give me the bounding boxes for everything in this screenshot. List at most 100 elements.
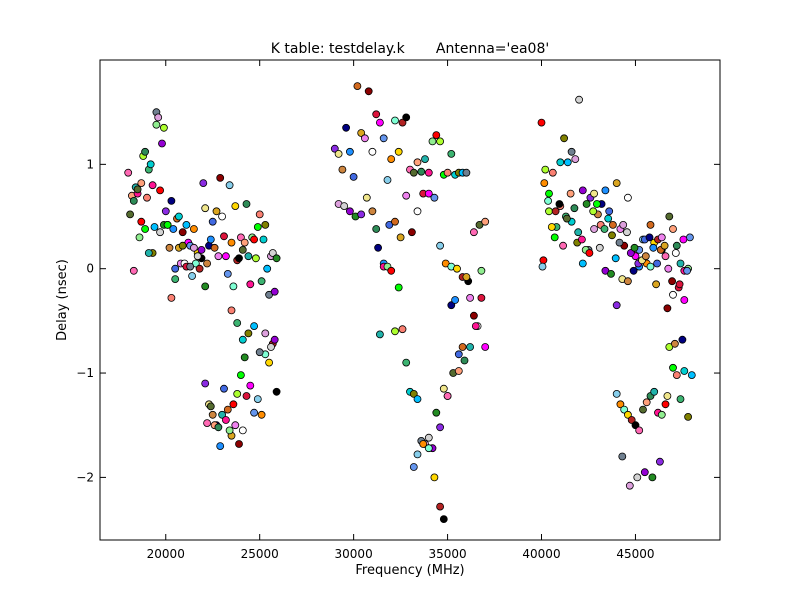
data-point <box>246 381 255 390</box>
data-point <box>244 329 253 338</box>
data-point <box>548 168 557 177</box>
data-point <box>342 123 351 132</box>
data-point <box>624 410 632 419</box>
data-point <box>272 254 281 263</box>
data-point <box>447 149 456 158</box>
data-point <box>537 118 546 127</box>
data-point <box>631 421 640 430</box>
data-point <box>436 137 445 146</box>
data-point <box>640 468 649 477</box>
data-point <box>240 238 249 247</box>
data-point <box>402 191 411 200</box>
data-point <box>443 168 452 177</box>
data-point <box>413 158 422 167</box>
data-point <box>244 252 253 261</box>
data-point <box>432 131 441 140</box>
data-point <box>171 264 180 273</box>
data-point <box>364 87 373 96</box>
data-point <box>178 241 187 250</box>
data-point <box>618 452 627 461</box>
data-point <box>566 189 575 198</box>
data-point <box>570 204 579 213</box>
y-tick-label: 1 <box>86 157 94 171</box>
data-point <box>353 82 362 90</box>
data-point <box>391 327 399 336</box>
data-point <box>360 134 369 143</box>
data-point <box>477 293 486 302</box>
plot-frame <box>99 59 721 541</box>
data-point <box>646 220 655 229</box>
data-point <box>159 123 168 132</box>
data-point <box>432 408 441 417</box>
data-point <box>362 193 371 202</box>
data-point <box>379 134 388 143</box>
data-point <box>156 228 165 237</box>
data-point <box>270 335 279 344</box>
data-point <box>676 259 685 268</box>
y-axis-label: Delay (nsec) <box>55 259 70 341</box>
data-point <box>372 225 381 233</box>
data-point <box>233 389 242 398</box>
data-point <box>208 217 217 226</box>
data-point <box>374 243 383 252</box>
y-axis-ticks: −2 −1 0 1 <box>76 157 720 484</box>
data-point <box>663 392 672 400</box>
data-point <box>419 440 428 448</box>
data-point <box>550 233 559 242</box>
data-point <box>394 147 403 156</box>
data-point <box>357 210 366 219</box>
data-point <box>417 167 426 176</box>
data-point <box>460 356 469 365</box>
data-point <box>545 189 553 198</box>
y-tick-label: −1 <box>76 366 94 380</box>
data-point <box>203 419 212 428</box>
data-point <box>678 335 687 344</box>
data-point <box>620 405 629 414</box>
x-tick-label: 20000 <box>147 547 185 561</box>
data-point <box>137 217 146 226</box>
data-point <box>671 249 680 257</box>
data-point <box>409 389 418 398</box>
data-point <box>214 423 223 432</box>
data-point <box>267 343 275 351</box>
data-point <box>660 241 669 250</box>
data-point <box>193 252 202 261</box>
data-point <box>261 220 270 229</box>
data-point <box>182 220 191 229</box>
data-point <box>582 200 591 208</box>
y-tick-label: −2 <box>76 470 94 484</box>
data-point <box>578 235 586 244</box>
data-point <box>625 481 634 490</box>
data-point <box>238 335 247 344</box>
data-point <box>220 384 228 393</box>
data-point <box>227 238 236 247</box>
data-point <box>409 168 418 177</box>
data-point <box>124 168 133 177</box>
data-point <box>624 193 632 202</box>
data-point <box>563 158 572 167</box>
data-point <box>679 235 688 244</box>
data-point <box>600 225 609 233</box>
data-point <box>375 118 384 127</box>
data-point <box>471 322 480 331</box>
data-point <box>368 147 377 156</box>
data-point <box>652 280 660 289</box>
data-point <box>218 410 227 419</box>
data-point <box>231 421 240 430</box>
data-point <box>240 353 249 362</box>
data-point <box>216 442 225 451</box>
data-point <box>402 113 411 122</box>
data-point <box>152 120 161 129</box>
data-point <box>615 238 624 247</box>
data-point <box>229 400 238 409</box>
x-tick-label: 25000 <box>241 547 279 561</box>
data-point <box>605 207 614 216</box>
data-point <box>225 426 234 435</box>
data-point <box>216 173 225 182</box>
data-point <box>675 280 684 289</box>
x-axis-label: Frequency (MHz) <box>355 563 464 578</box>
data-point <box>424 189 433 198</box>
y-tick-label: 0 <box>86 262 94 276</box>
data-point <box>595 243 604 252</box>
